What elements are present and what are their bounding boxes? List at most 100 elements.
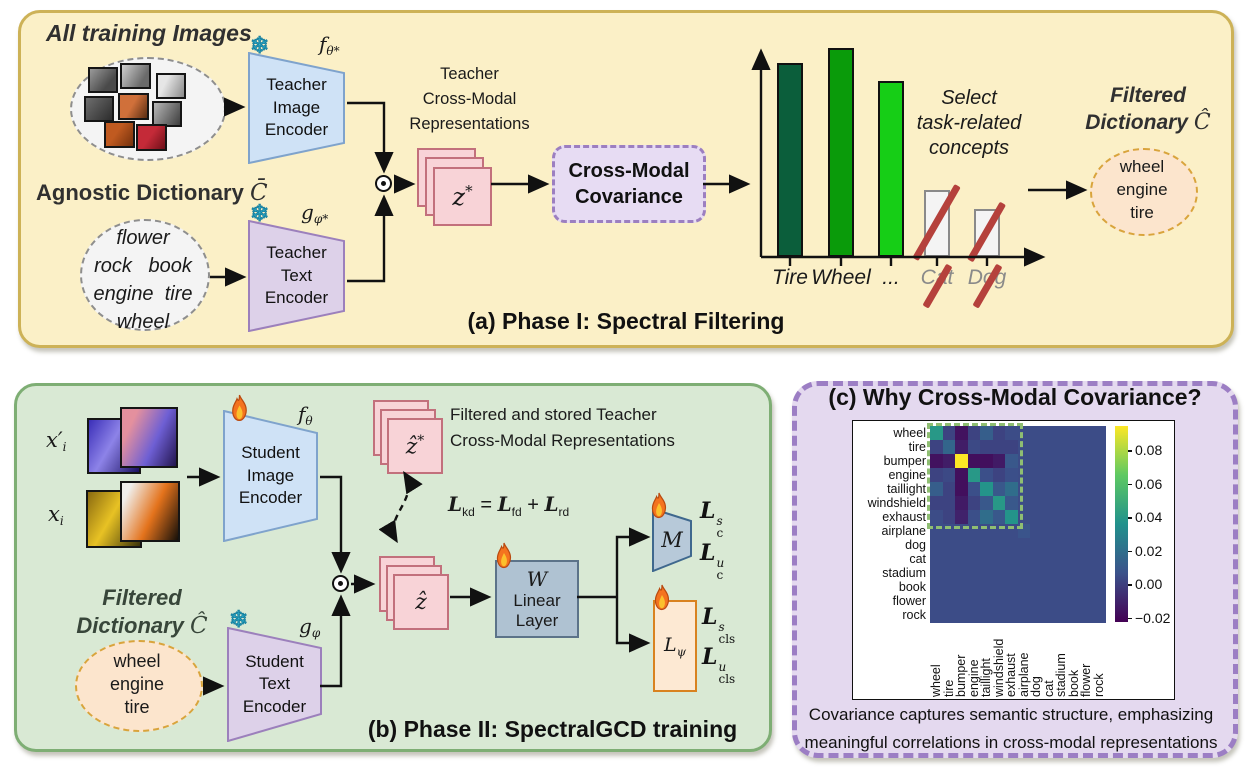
g-phi-star-label: gφ*	[301, 200, 329, 226]
heatmap-cell	[967, 454, 981, 469]
heatmap-cell	[967, 552, 981, 567]
heatmap-col-label: wheel	[929, 664, 943, 697]
stored-teacher-repr-stack: ẑ*	[373, 400, 443, 474]
heatmap-cell	[980, 608, 994, 623]
heatmap-cell	[930, 594, 944, 609]
filtered-dict-cluster-a	[1090, 148, 1198, 236]
heatmap-cell	[1067, 496, 1081, 511]
bar-label: Tire	[772, 266, 808, 289]
heatmap-cell	[1067, 510, 1081, 525]
heatmap-cell	[930, 580, 944, 595]
heatmap-cell	[992, 510, 1006, 525]
heatmap-cell	[1005, 496, 1019, 511]
heatmap-cell	[980, 468, 994, 483]
filtered-dict-words-a: wheel engine tire	[1116, 157, 1168, 222]
z-hat-label: ẑ	[415, 589, 427, 615]
heatmap-row-label: dog	[905, 538, 926, 552]
heatmap-cell	[1055, 482, 1069, 497]
heatmap-row-label: rock	[902, 608, 926, 622]
heatmap-cell	[1030, 496, 1044, 511]
heatmap-cell	[1067, 580, 1081, 595]
heatmap-cell	[1092, 440, 1106, 455]
heatmap-cell	[1017, 566, 1031, 581]
colorbar-tick	[1128, 617, 1132, 620]
heatmap-cell	[1092, 580, 1106, 595]
heatmap-cell	[1030, 440, 1044, 455]
panel-c-title: (c) Why Cross-Modal Covariance?	[828, 384, 1202, 410]
heatmap-cell	[1005, 468, 1019, 483]
heatmap-cell	[967, 510, 981, 525]
heatmap-cell	[1080, 482, 1094, 497]
encoder-shape	[248, 51, 345, 165]
panel-c-caption: Covariance captures semantic structure, …	[804, 705, 1218, 752]
z-hat-star-label: ẑ*	[405, 432, 425, 460]
heatmap-cell	[1067, 440, 1081, 455]
heatmap-cell	[930, 496, 944, 511]
heatmap-cell	[942, 608, 956, 623]
heatmap-cell	[955, 482, 969, 497]
heatmap-cell	[1080, 594, 1094, 609]
colorbar-tick	[1128, 584, 1132, 586]
heatmap-cell	[942, 510, 956, 525]
heatmap-cell	[955, 454, 969, 469]
heatmap-cell	[1067, 482, 1081, 497]
training-image-thumb	[118, 93, 149, 120]
heatmap-cell	[967, 496, 981, 511]
heatmap-cell	[930, 538, 944, 553]
heatmap-cell	[967, 468, 981, 483]
heatmap-row-label: airplane	[881, 524, 926, 538]
heatmap-cell	[1030, 524, 1044, 539]
heatmap-cell	[955, 510, 969, 525]
heatmap-cell	[1055, 552, 1069, 567]
heatmap-cell	[992, 538, 1006, 553]
heatmap-cell	[930, 482, 944, 497]
heatmap-cell	[955, 496, 969, 511]
training-image-thumb	[120, 63, 151, 89]
heatmap-cell	[980, 510, 994, 525]
heatmap-cell	[992, 552, 1006, 567]
heatmap-cell	[992, 566, 1006, 581]
heatmap-cell	[967, 608, 981, 623]
heatmap-row-label: engine	[888, 468, 926, 482]
heatmap-cell	[1017, 608, 1031, 623]
heatmap-cell	[980, 594, 994, 609]
heatmap-cell	[1030, 594, 1044, 609]
agnostic-dict-label: Agnostic Dictionary C̄	[36, 180, 268, 206]
heatmap-row-label: exhaust	[882, 510, 926, 524]
student-text-encoder: Student Text Encoder	[227, 626, 322, 743]
heatmap-cell	[1005, 510, 1019, 525]
heatmap-cell	[955, 608, 969, 623]
snowflake-icon: ❄	[249, 32, 270, 58]
heatmap-cell	[967, 538, 981, 553]
heatmap-cell	[1080, 426, 1094, 441]
heatmap-cell	[1042, 440, 1056, 455]
heatmap-cell	[992, 496, 1006, 511]
classifier-box: Lψ	[653, 600, 697, 692]
heatmap-cell	[1092, 552, 1106, 567]
heatmap-cell	[1055, 524, 1069, 539]
heatmap-cell	[1080, 510, 1094, 525]
heatmap-cell	[1042, 468, 1056, 483]
odot-operator	[332, 575, 349, 592]
heatmap-cell	[992, 440, 1006, 455]
heatmap-cell	[1005, 580, 1019, 595]
heatmap-cell	[1042, 538, 1056, 553]
heatmap-cell	[1005, 426, 1019, 441]
linear-layer-box: W Linear Layer	[495, 560, 579, 638]
heatmap-cell	[1030, 426, 1044, 441]
panel-a-title: (a) Phase I: Spectral Filtering	[467, 308, 785, 334]
heatmap-cell	[1055, 566, 1069, 581]
heatmap-cell	[1005, 608, 1019, 623]
agnostic-dict-cluster	[80, 219, 210, 331]
fire-icon	[232, 394, 247, 422]
augmented-image-thumb	[120, 407, 178, 468]
heatmap-cell	[980, 454, 994, 469]
heatmap-cell	[942, 552, 956, 567]
heatmap-row-label: book	[898, 580, 926, 594]
odot-operator	[375, 175, 392, 192]
heatmap-cell	[942, 594, 956, 609]
heatmap-cell	[980, 482, 994, 497]
heatmap-cell	[942, 580, 956, 595]
heatmap-cell	[980, 552, 994, 567]
